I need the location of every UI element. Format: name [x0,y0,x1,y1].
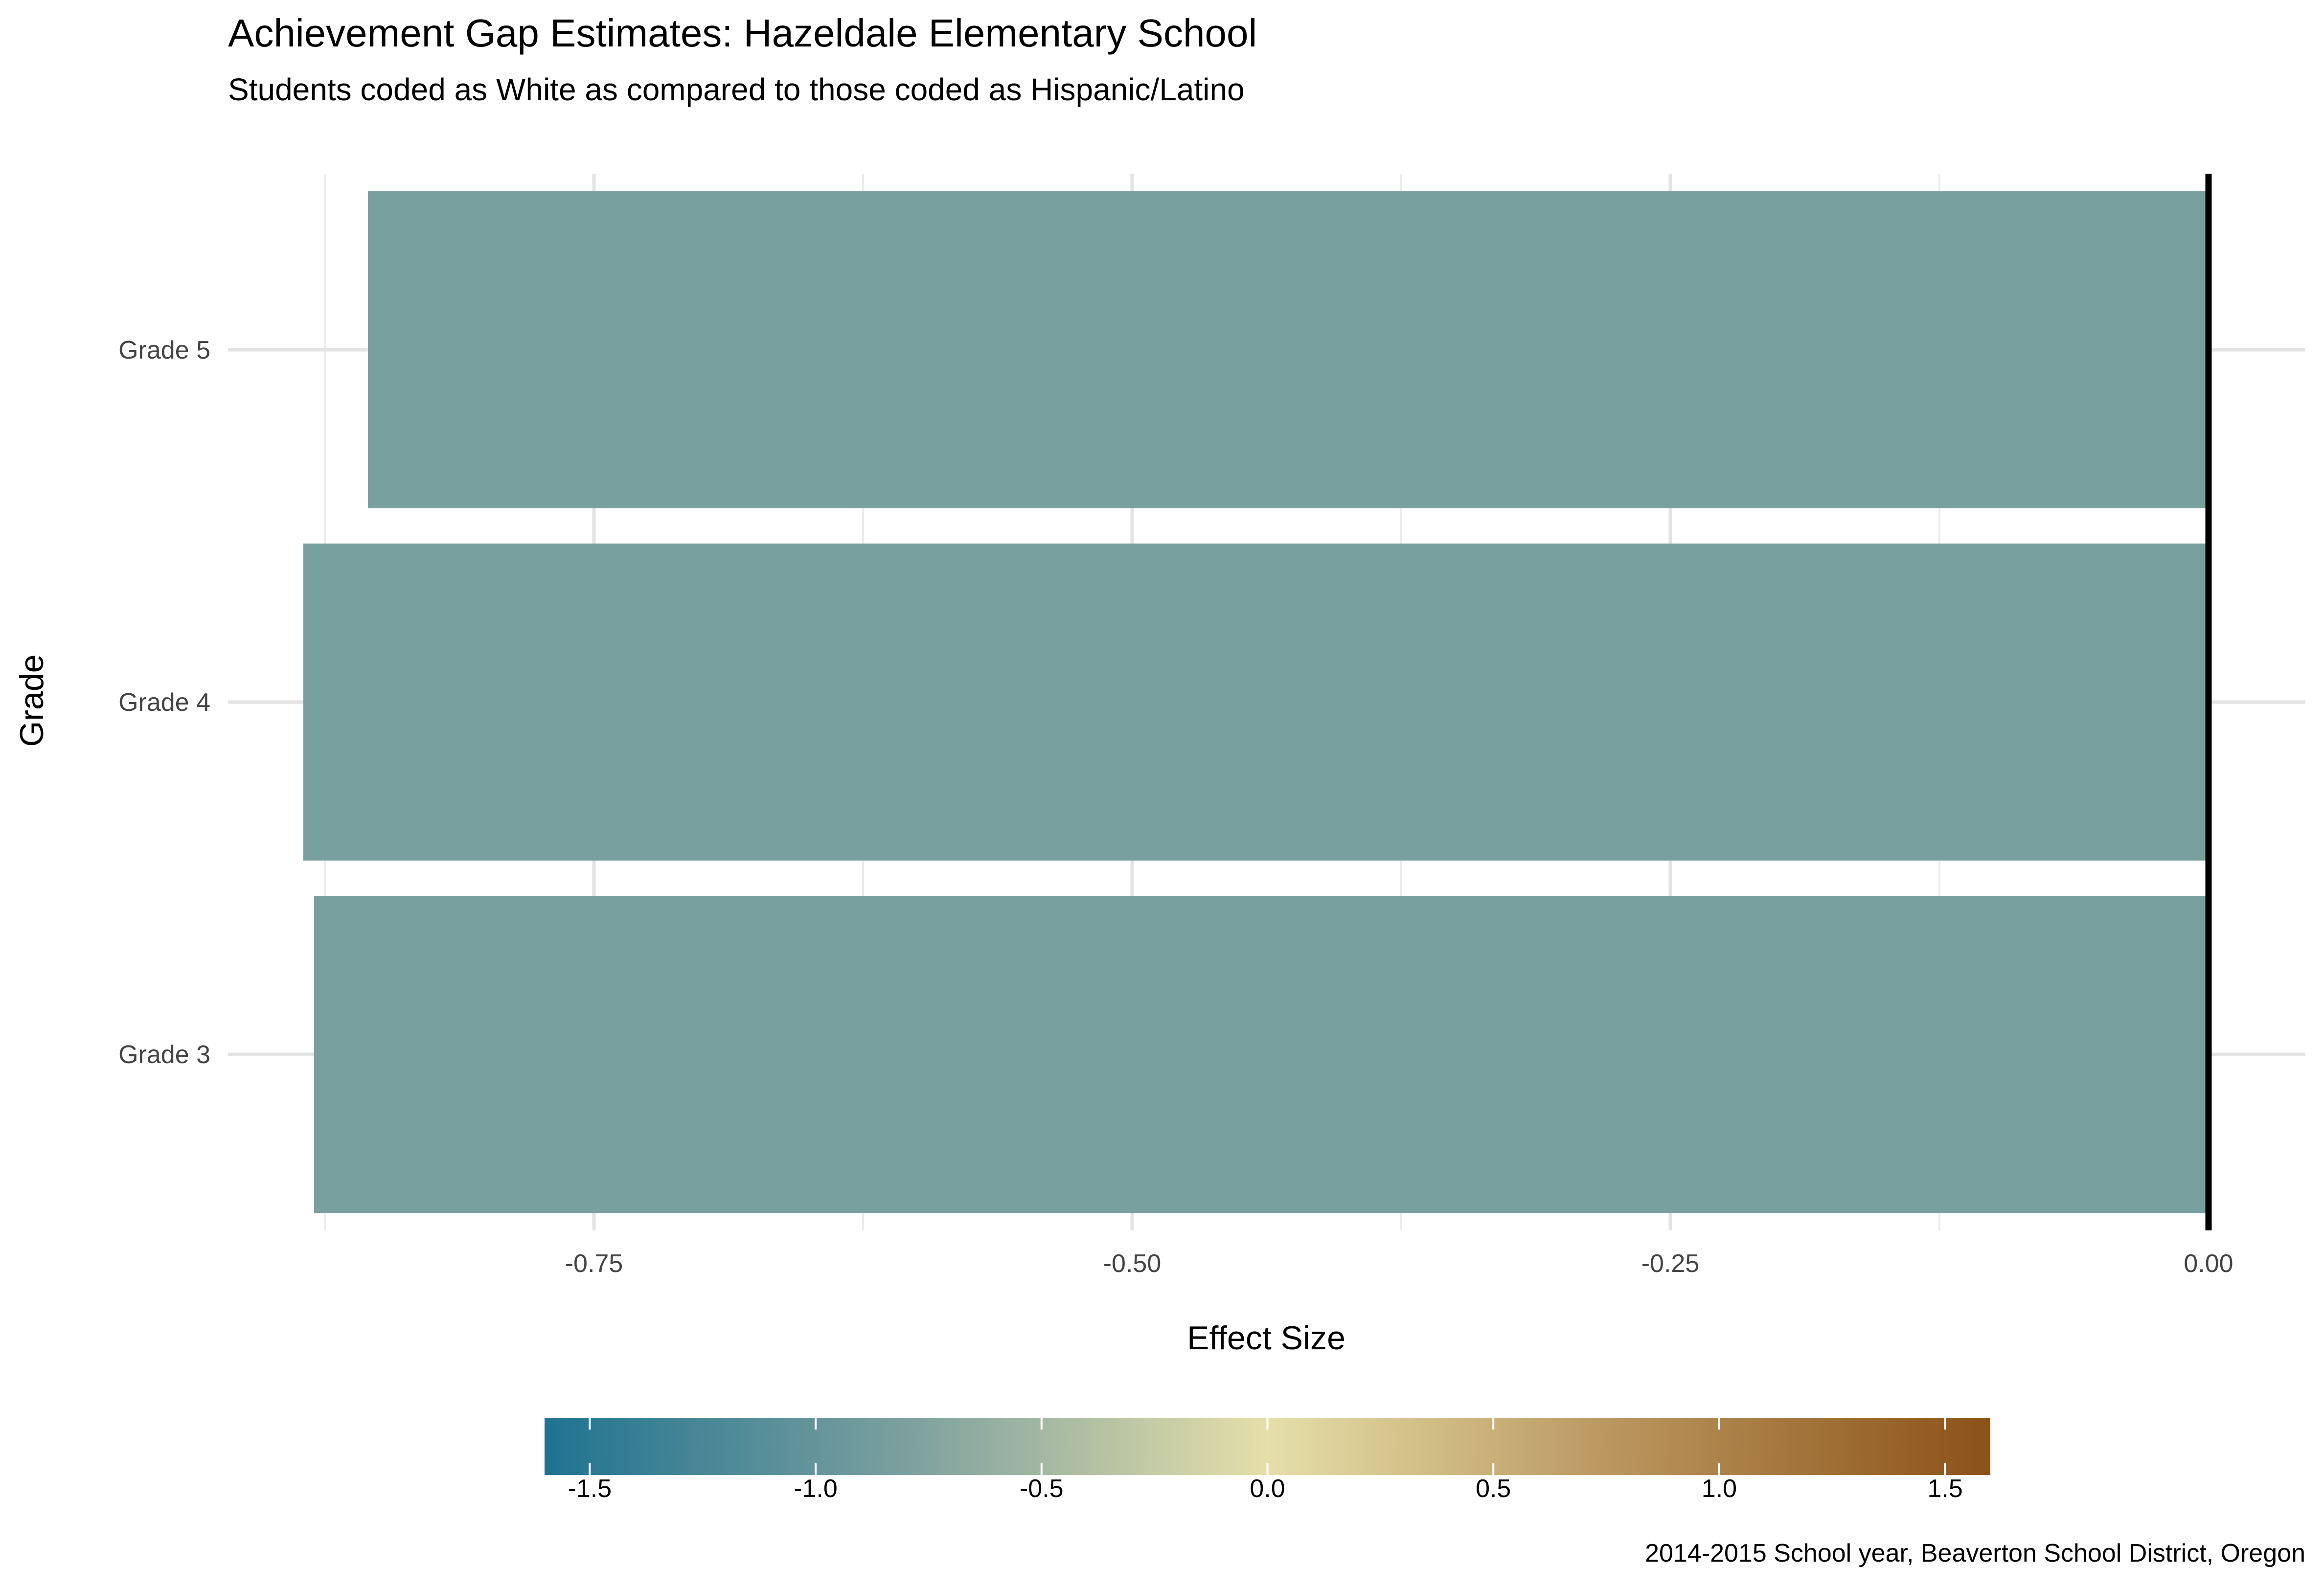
colorbar-tick-label: -0.5 [1020,1475,1064,1503]
x-tick-label: -0.75 [565,1249,623,1278]
y-axis-ticks: Grade 3 Grade 4 Grade 5 [118,336,210,1069]
x-tick-label: 0.00 [2184,1249,2233,1278]
chart-title: Achievement Gap Estimates: Hazeldale Ele… [228,11,1257,55]
colorbar-tick-label: 1.5 [1928,1475,1963,1503]
colorbar-tick-label: 0.0 [1250,1475,1285,1503]
x-tick-label: -0.50 [1103,1249,1162,1278]
x-tick-label: -0.25 [1641,1249,1700,1278]
bar-grade-4 [303,544,2209,861]
chart-caption: 2014-2015 School year, Beaverton School … [1645,1539,2305,1567]
colorbar-tick-label: 1.0 [1702,1475,1737,1503]
chart-subtitle: Students coded as White as compared to t… [228,72,1245,107]
colorbar-tick-label: -1.5 [568,1475,612,1503]
y-tick-label: Grade 4 [118,688,210,717]
bars-layer [303,191,2209,1213]
y-tick-label: Grade 5 [118,336,210,364]
bar-grade-3 [314,896,2209,1213]
bar-grade-5 [368,191,2209,508]
colorbar-legend: -1.5 -1.0 -0.5 0.0 0.5 1.0 1.5 [545,1418,1990,1503]
x-axis-ticks: -0.75 -0.50 -0.25 0.00 [565,1249,2233,1278]
colorbar-tick-label: 0.5 [1476,1475,1511,1503]
colorbar-ticks: -1.5 -1.0 -0.5 0.0 0.5 1.0 1.5 [568,1418,1963,1503]
y-axis-title: Grade [13,655,50,747]
y-tick-label: Grade 3 [118,1041,210,1069]
plot-panel [228,174,2305,1230]
colorbar-tick-label: -1.0 [794,1475,838,1503]
x-axis-title: Effect Size [1187,1319,1345,1357]
